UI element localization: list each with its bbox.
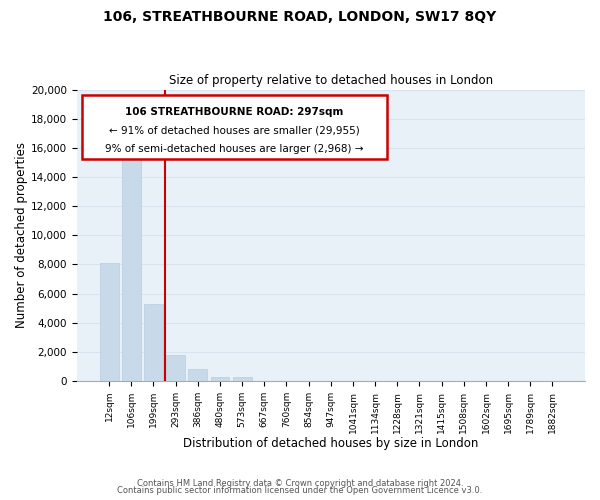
Bar (211, 376, 229, 381)
X-axis label: Distribution of detached houses by size in London: Distribution of detached houses by size … (183, 437, 479, 450)
Text: Contains public sector information licensed under the Open Government Licence v3: Contains public sector information licen… (118, 486, 482, 495)
FancyBboxPatch shape (82, 96, 387, 160)
Bar (166, 355, 185, 381)
Bar (100, 263, 119, 381)
Text: 106, STREATHBOURNE ROAD, LONDON, SW17 8QY: 106, STREATHBOURNE ROAD, LONDON, SW17 8Q… (103, 10, 497, 24)
Bar (144, 304, 163, 381)
Title: Size of property relative to detached houses in London: Size of property relative to detached ho… (169, 74, 493, 87)
Text: ← 91% of detached houses are smaller (29,955): ← 91% of detached houses are smaller (29… (109, 126, 359, 136)
Bar (188, 370, 207, 381)
Text: 9% of semi-detached houses are larger (2,968) →: 9% of semi-detached houses are larger (2… (105, 144, 364, 154)
Bar (233, 376, 251, 381)
Y-axis label: Number of detached properties: Number of detached properties (15, 142, 28, 328)
Bar (122, 139, 141, 381)
Text: Contains HM Land Registry data © Crown copyright and database right 2024.: Contains HM Land Registry data © Crown c… (137, 478, 463, 488)
Text: 106 STREATHBOURNE ROAD: 297sqm: 106 STREATHBOURNE ROAD: 297sqm (125, 107, 343, 117)
